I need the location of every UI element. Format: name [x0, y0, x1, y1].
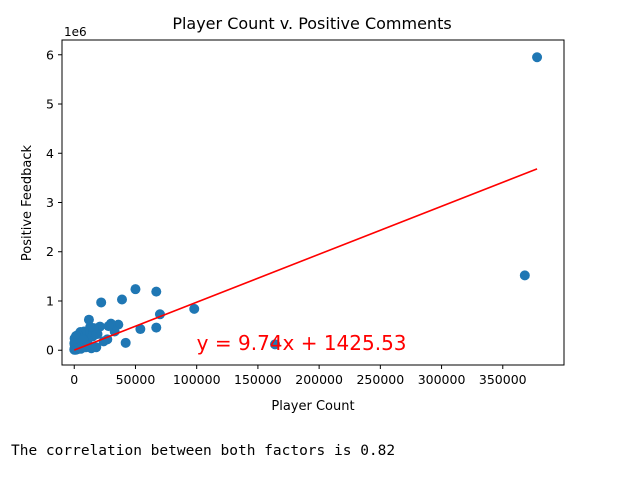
data-points	[69, 52, 543, 355]
x-tick-label: 350000	[479, 372, 527, 387]
regression-line	[73, 168, 538, 351]
data-point	[116, 294, 127, 305]
scatter-chart: Player Count v. Positive Comments 1e6 y …	[20, 14, 565, 414]
plot-area: y = 9.74x + 1425.53	[69, 52, 543, 355]
y-offset-text: 1e6	[64, 25, 87, 39]
data-point	[270, 339, 281, 350]
x-tick-label: 0	[70, 372, 78, 387]
x-axis: 0 50000 100000 150000 200000 250000 300000 3500…	[70, 365, 527, 387]
y-tick-label: 2	[46, 244, 54, 259]
data-point	[83, 314, 94, 325]
chart-title: Player Count v. Positive Comments	[172, 14, 451, 33]
y-tick-label: 4	[46, 146, 54, 161]
x-axis-label: Player Count	[271, 399, 354, 414]
data-point	[189, 303, 200, 314]
data-point	[86, 343, 97, 354]
correlation-output: The correlation between both factors is …	[11, 443, 396, 459]
y-tick-label: 5	[46, 97, 54, 112]
data-point	[130, 284, 141, 295]
y-tick-label: 0	[46, 343, 54, 358]
data-point	[96, 297, 107, 308]
x-tick-label: 100000	[173, 372, 221, 387]
plot-frame	[61, 39, 565, 366]
x-tick-label: 150000	[234, 372, 282, 387]
x-tick-label: 300000	[418, 372, 466, 387]
y-tick-label: 1	[46, 293, 54, 308]
regression-equation: y = 9.74x + 1425.53	[197, 331, 407, 355]
y-axis-label: Positive Feedback	[20, 144, 35, 261]
data-point	[532, 52, 543, 63]
data-point	[103, 321, 114, 332]
y-tick-label: 6	[46, 47, 54, 62]
x-tick-label: 50000	[116, 372, 156, 387]
data-point	[519, 270, 530, 281]
x-tick-label: 200000	[295, 372, 343, 387]
data-point	[151, 322, 162, 333]
data-point	[151, 286, 162, 297]
data-point	[120, 337, 131, 348]
y-axis: 0 1 2 3 4 5 6	[46, 47, 62, 358]
y-tick-label: 3	[46, 195, 54, 210]
data-point	[135, 324, 146, 335]
x-tick-label: 250000	[356, 372, 404, 387]
